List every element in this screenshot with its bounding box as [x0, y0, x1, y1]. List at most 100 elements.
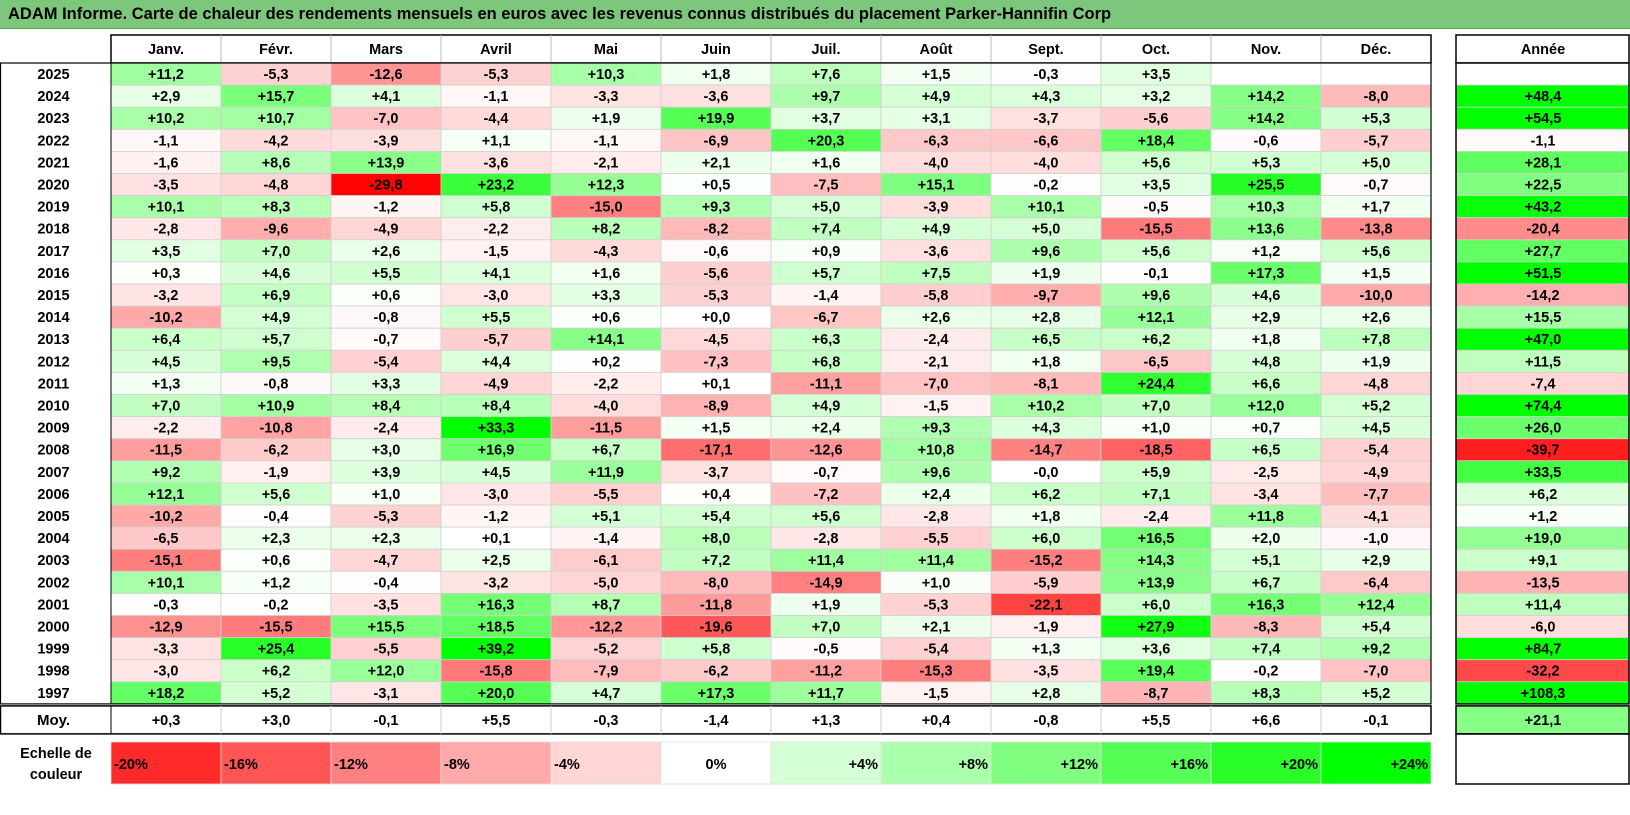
cell-value: -0,6 — [704, 244, 729, 260]
cell-value: +1,8 — [1032, 509, 1061, 525]
year-label: 2009 — [37, 421, 69, 437]
cell-value: +6,4 — [152, 332, 181, 348]
cell-value: +5,4 — [1362, 620, 1391, 636]
year-label: 2021 — [37, 155, 69, 171]
cell-value: +1,0 — [1142, 421, 1171, 437]
cell-value: +2,3 — [372, 531, 401, 547]
cell-value: +8,4 — [482, 399, 511, 415]
cell-value: +2,9 — [1252, 310, 1281, 326]
year-label: 2014 — [37, 310, 69, 326]
cell-value: +11,4 — [918, 553, 954, 569]
cell-value: +39,2 — [478, 642, 515, 658]
cell-value: +18,4 — [1138, 133, 1175, 149]
cell-value: +0,6 — [372, 288, 401, 304]
cell-value: +1,9 — [592, 111, 621, 127]
cell-value: -2,4 — [924, 332, 949, 348]
average-value: -0,1 — [374, 713, 399, 729]
cell-value: -7,2 — [814, 487, 839, 503]
cell-value: -4,0 — [924, 155, 949, 171]
cell-value: +5,2 — [1362, 399, 1391, 415]
cell-value: +1,0 — [922, 575, 951, 591]
cell-value: +20,0 — [478, 686, 515, 702]
cell-value: +5,5 — [372, 266, 401, 282]
cell-value: -5,4 — [924, 642, 949, 658]
cell-value: -4,8 — [1364, 376, 1389, 392]
cell-value: +6,5 — [1032, 332, 1061, 348]
average-value: +0,3 — [152, 713, 181, 729]
scale-swatch — [110, 741, 222, 785]
scale-swatch — [1320, 741, 1432, 785]
cell-value: +2,8 — [1032, 310, 1061, 326]
cell-value: +8,6 — [262, 155, 291, 171]
cell-value: -1,2 — [484, 509, 509, 525]
cell-value: -5,3 — [264, 67, 289, 83]
cell-value: -5,8 — [924, 288, 949, 304]
annual-value: -20,4 — [1526, 222, 1559, 238]
cell-value: -7,3 — [704, 354, 729, 370]
cell-value: -7,7 — [1364, 487, 1389, 503]
cell-value: -3,0 — [154, 664, 179, 680]
annual-value: -32,2 — [1526, 664, 1559, 680]
cell-value: +4,5 — [1362, 421, 1391, 437]
year-label: 2016 — [37, 266, 69, 282]
year-label: 2000 — [37, 620, 69, 636]
cell-value: +0,0 — [702, 310, 731, 326]
annual-value: +33,5 — [1525, 465, 1562, 481]
annual-value: +28,1 — [1525, 155, 1562, 171]
cell-value: +3,3 — [372, 376, 401, 392]
cell-value: +9,7 — [812, 89, 841, 105]
cell-value: -11,5 — [150, 443, 182, 459]
cell-value: +2,5 — [482, 553, 511, 569]
cell-value: +16,3 — [478, 597, 515, 613]
cell-value: -3,1 — [374, 686, 399, 702]
scale-step-label: +24% — [1391, 757, 1429, 773]
scale-swatch — [660, 741, 772, 785]
scale-swatch — [550, 741, 662, 785]
cell-value: -3,9 — [924, 200, 949, 216]
cell-value: +4,6 — [262, 266, 291, 282]
year-label: 2011 — [38, 376, 69, 392]
cell-value: -5,9 — [1034, 575, 1059, 591]
cell-value: +24,4 — [1138, 376, 1175, 392]
average-value: +5,5 — [1142, 713, 1171, 729]
cell-value: -15,3 — [919, 664, 952, 680]
year-label: 1998 — [37, 664, 69, 680]
average-value: -1,4 — [704, 713, 729, 729]
cell-value: +6,7 — [1252, 575, 1281, 591]
annual-value: +47,0 — [1525, 332, 1562, 348]
cell-value: +6,2 — [1032, 487, 1061, 503]
cell-value: +2,8 — [1032, 686, 1061, 702]
cell-value: +3,2 — [1142, 89, 1171, 105]
annual-value: +74,4 — [1525, 399, 1562, 415]
cell-value: +1,5 — [1362, 266, 1391, 282]
cell-value: +5,6 — [1142, 155, 1171, 171]
cell-value: -1,6 — [154, 155, 179, 171]
cell-value: +5,8 — [702, 642, 731, 658]
cell-value: +6,2 — [262, 664, 291, 680]
cell-value: -2,8 — [924, 509, 949, 525]
year-label: 2024 — [37, 89, 69, 105]
scale-swatch — [1100, 741, 1212, 785]
cell-value: +15,1 — [918, 178, 955, 194]
cell-value: +5,8 — [482, 200, 511, 216]
scale-swatch — [330, 741, 442, 785]
year-label: 2001 — [37, 597, 69, 613]
annual-lower-frame — [1455, 733, 1630, 785]
cell-value: +0,1 — [702, 376, 731, 392]
month-header: Oct. — [1142, 42, 1170, 58]
cell-value: -1,0 — [1364, 531, 1389, 547]
year-label: 2010 — [37, 399, 69, 415]
cell-value: -1,5 — [484, 244, 509, 260]
cell-value: +8,3 — [262, 200, 291, 216]
average-value: +5,5 — [482, 713, 511, 729]
cell-value: +1,8 — [1252, 332, 1281, 348]
cell-value: +5,4 — [702, 509, 731, 525]
average-row-box — [0, 705, 1432, 735]
annual-value: -14,2 — [1526, 288, 1559, 304]
cell-value: -4,4 — [484, 111, 509, 127]
cell-value: -2,2 — [594, 376, 619, 392]
cell-value: +6,7 — [592, 443, 621, 459]
cell-value: -10,8 — [259, 421, 292, 437]
annual-value: +51,5 — [1525, 266, 1562, 282]
cell-value: +1,2 — [1252, 244, 1281, 260]
